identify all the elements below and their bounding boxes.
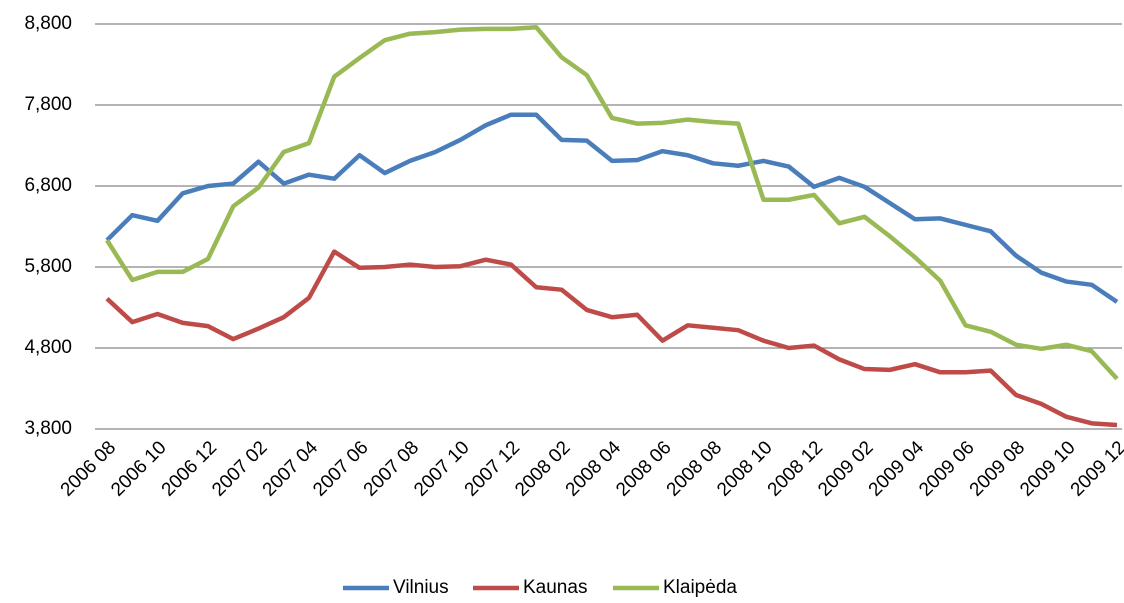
x-tick-label: 2008 06: [612, 437, 675, 500]
x-tick-label: 2006 12: [158, 437, 221, 500]
x-tick-label: 2007 06: [309, 437, 372, 500]
x-tick-label: 2006 08: [57, 437, 120, 500]
x-tick-label: 2008 02: [511, 437, 574, 500]
x-tick-label: 2007 04: [259, 437, 323, 501]
line-series: [105, 249, 1118, 428]
y-tick-label: 7,800: [24, 94, 72, 115]
x-tick-label: 2007 02: [208, 437, 271, 500]
y-tick-label: 5,800: [24, 256, 72, 277]
y-tick-label: 3,800: [24, 418, 72, 439]
x-tick-label: 2008 12: [764, 437, 827, 500]
x-tick-label: 2009 12: [1067, 437, 1124, 500]
line-series: [105, 24, 1119, 381]
x-tick-label: 2009 08: [966, 437, 1029, 500]
x-tick-label: 2007 08: [360, 437, 423, 500]
x-tick-label: 2007 12: [461, 437, 524, 500]
x-tick-label: 2009 10: [1016, 437, 1079, 500]
legend-label: Klaipėda: [663, 577, 737, 598]
legend-label: Vilnius: [393, 577, 449, 598]
y-tick-label: 4,800: [24, 337, 72, 358]
x-tick-label: 2008 08: [663, 437, 726, 500]
y-tick-label: 8,800: [24, 13, 72, 34]
legend-label: Kaunas: [523, 577, 587, 598]
x-tick-label: 2009 04: [865, 437, 929, 501]
y-tick-label: 6,800: [24, 175, 72, 196]
x-tick-label: 2008 04: [562, 437, 626, 501]
x-tick-label: 2009 06: [915, 437, 978, 500]
line-series: [105, 112, 1119, 304]
x-tick-label: 2008 10: [713, 437, 776, 500]
x-tick-label: 2009 02: [814, 437, 877, 500]
x-tick-label: 2006 10: [107, 437, 170, 500]
x-tick-label: 2007 10: [410, 437, 473, 500]
